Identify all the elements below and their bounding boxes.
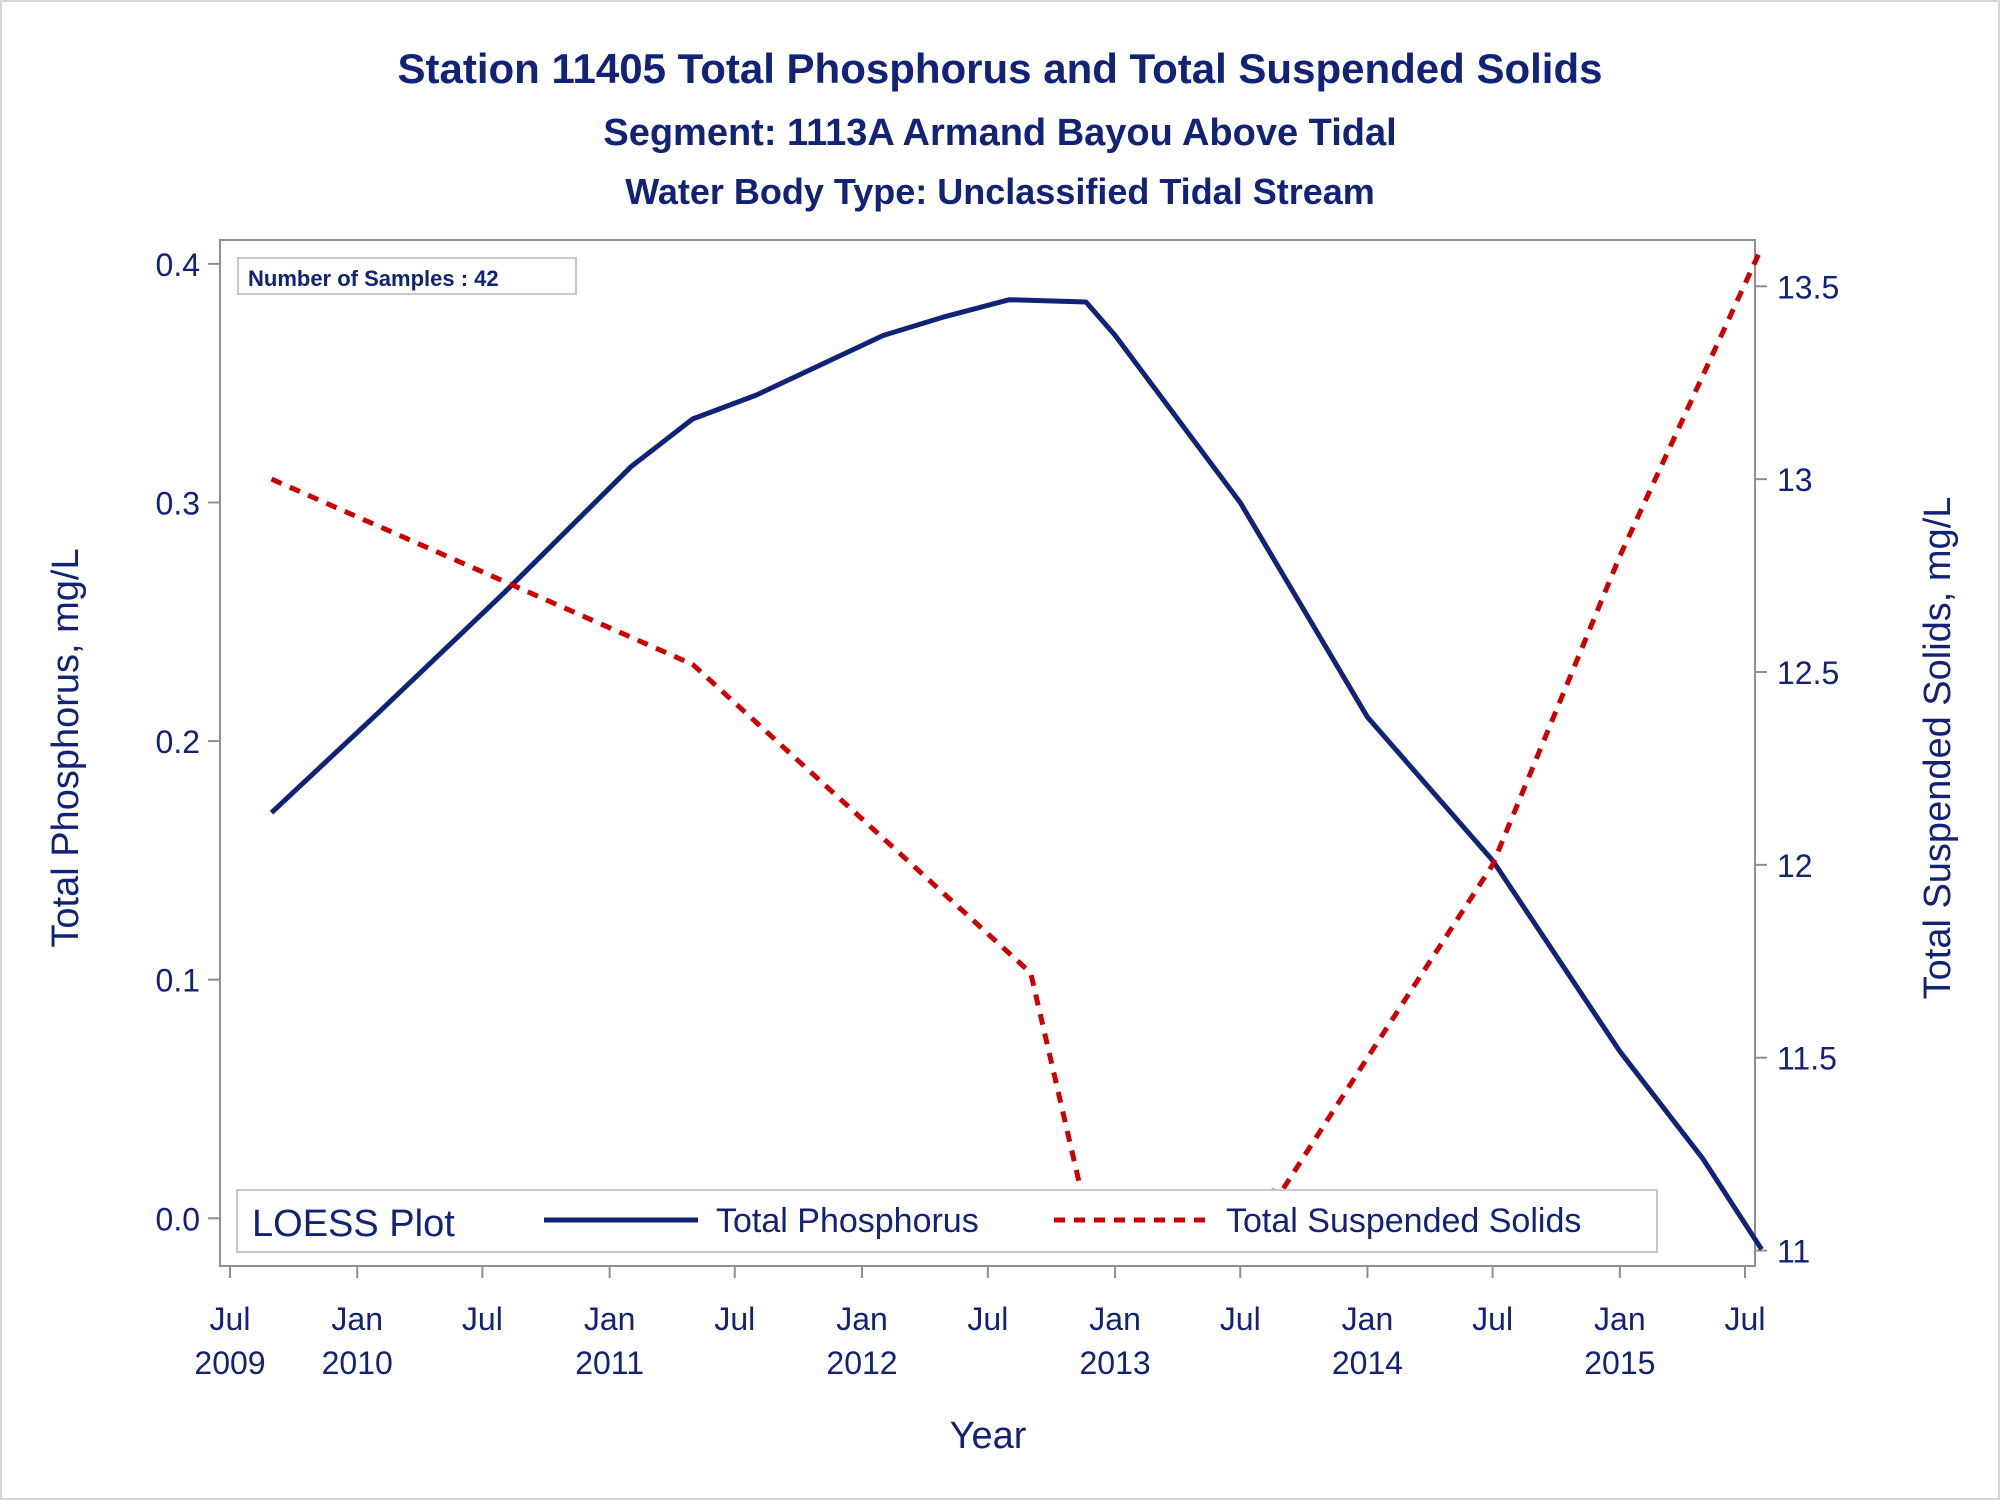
x-axis-label: Year [950, 1415, 1027, 1457]
y-tick-label: 0.4 [156, 247, 200, 283]
x-axis: Jul 2009 Jan 2010 Jul Jan 2011 Jul Jan 2012 Jul Jan… [194, 1266, 1765, 1381]
y2-tick-label: 11.5 [1777, 1041, 1837, 1077]
chart-subtitle: Segment: 1113A Armand Bayou Above Tidal [603, 112, 1396, 154]
y-axis-left: 0.0 0.1 0.2 0.3 0.4 [156, 247, 220, 1237]
x-tick-label: Jul [1472, 1301, 1513, 1337]
x-tick-year-label: 2015 [1584, 1345, 1655, 1381]
x-tick-label: Jul [714, 1301, 755, 1337]
legend-title: LOESS Plot [252, 1203, 455, 1245]
legend-entry-total-phosphorus: Total Phosphorus [716, 1202, 979, 1240]
x-tick-year-label: 2011 [575, 1345, 644, 1381]
x-tick-label: Jul [1220, 1301, 1261, 1337]
x-tick-year-label: 2009 [194, 1345, 265, 1381]
chart-subtitle-2: Water Body Type: Unclassified Tidal Stre… [625, 171, 1375, 212]
x-tick-year-label: 2014 [1332, 1345, 1403, 1381]
sample-count-label: Number of Samples : 42 [248, 266, 499, 291]
y2-tick-label: 13 [1777, 462, 1813, 498]
x-tick-label: Jan [1342, 1301, 1394, 1337]
y-tick-label: 0.1 [156, 963, 200, 999]
y-tick-label: 0.3 [156, 485, 200, 521]
y-axis-label: Total Phosphorus, mg/L [45, 548, 87, 947]
y-tick-label: 0.2 [156, 724, 200, 760]
x-tick-label: Jan [1594, 1301, 1646, 1337]
x-tick-label: Jul [967, 1301, 1008, 1337]
series-line-total-suspended-solids [270, 246, 1764, 1234]
y-axis-right: 11 11.5 12 12.5 13 13.5 [1755, 269, 1839, 1270]
x-tick-year-label: 2012 [826, 1345, 897, 1381]
x-tick-label: Jul [210, 1301, 251, 1337]
x-tick-label: Jan [331, 1301, 383, 1337]
x-tick-label: Jul [1725, 1301, 1766, 1337]
y2-tick-label: 11 [1777, 1234, 1810, 1270]
y2-tick-label: 12.5 [1777, 655, 1839, 691]
y2-tick-label: 13.5 [1777, 269, 1839, 305]
legend-entry-total-suspended-solids: Total Suspended Solids [1226, 1202, 1581, 1240]
x-tick-year-label: 2013 [1079, 1345, 1150, 1381]
series-layer [269, 246, 1764, 1251]
series-line-total-phosphorus [269, 297, 1764, 1251]
legend-box [236, 1189, 1658, 1253]
y2-axis-label: Total Suspended Solids, mg/L [1917, 497, 1959, 1000]
sample-count-box [237, 257, 577, 295]
x-tick-label: Jan [1089, 1301, 1141, 1337]
x-tick-label: Jul [462, 1301, 503, 1337]
chart-title: Station 11405 Total Phosphorus and Total… [398, 45, 1603, 92]
plot-area [219, 239, 1756, 1267]
x-tick-label: Jan [836, 1301, 888, 1337]
x-tick-year-label: 2010 [322, 1345, 393, 1381]
y-tick-label: 0.0 [156, 1201, 200, 1237]
legend: LOESS Plot Total Phosphorus Total Suspen… [236, 1189, 1658, 1253]
x-tick-label: Jan [584, 1301, 636, 1337]
y2-tick-label: 12 [1777, 848, 1813, 884]
